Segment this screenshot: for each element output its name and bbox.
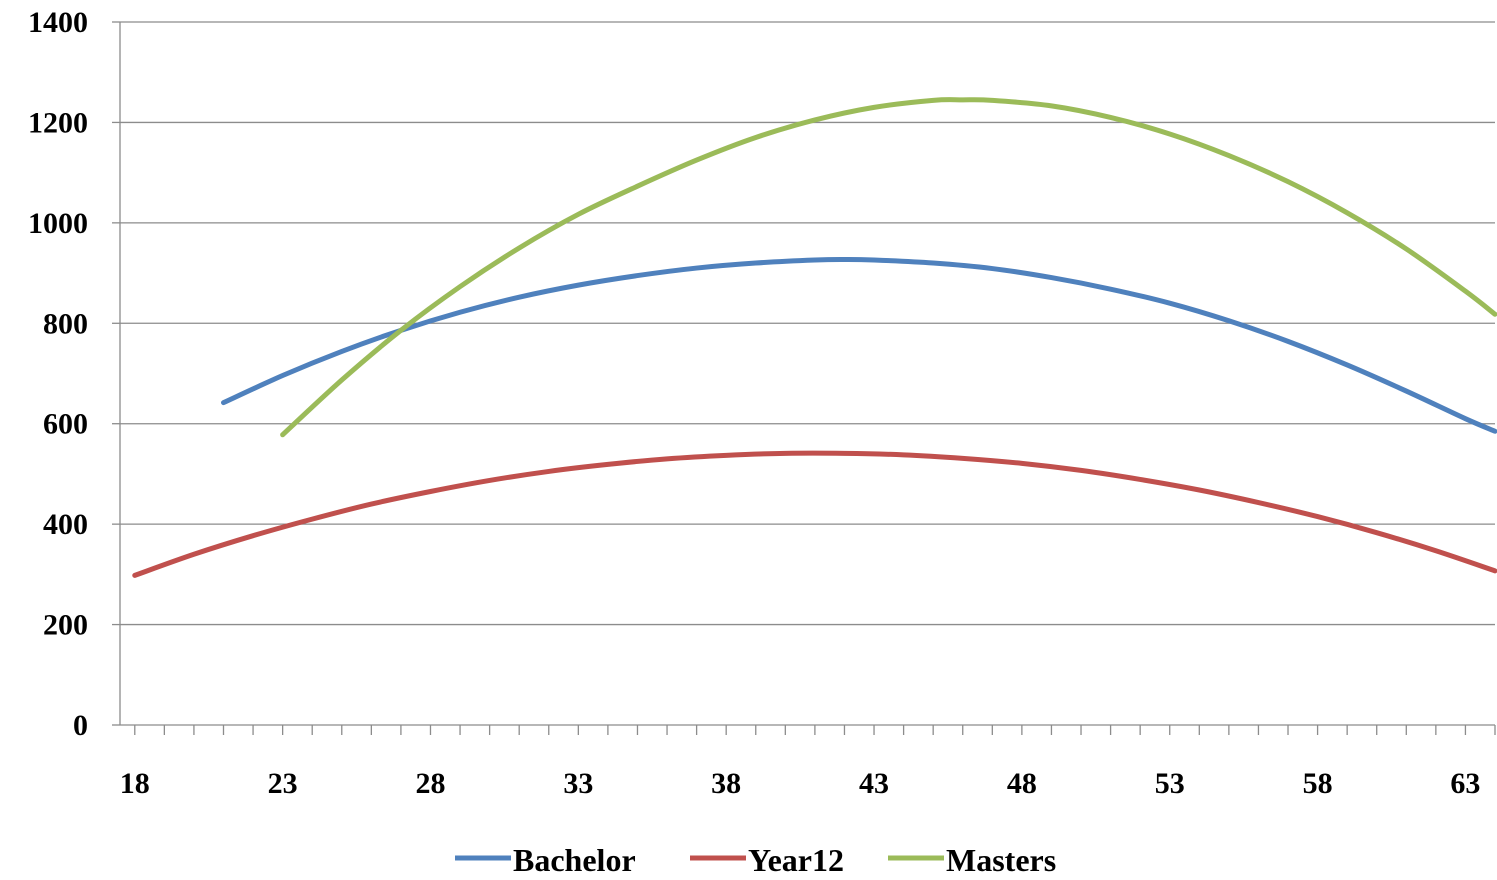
y-tick-labels: 0 200 400 600 800 1000 1200 1400 <box>28 6 88 742</box>
series-line-bachelor <box>220 257 1497 434</box>
series-line-masters <box>280 97 1497 438</box>
x-tick-label: 28 <box>415 767 445 800</box>
axes <box>112 21 1496 735</box>
y-tick-label: 1200 <box>28 106 88 139</box>
y-tick-label: 600 <box>43 408 88 441</box>
legend-label-year12: Year12 <box>748 842 844 878</box>
legend-label-masters: Masters <box>946 842 1056 878</box>
y-tick-label: 200 <box>43 609 88 642</box>
series-lines <box>132 97 1497 578</box>
legend: Bachelor Year12 Masters <box>455 842 1056 878</box>
x-tick-label: 48 <box>1007 767 1037 800</box>
y-tick-label: 0 <box>73 709 88 742</box>
x-tick-label: 18 <box>120 767 150 800</box>
y-tick-label: 400 <box>43 508 88 541</box>
series-line-year12 <box>132 450 1497 578</box>
legend-label-bachelor: Bachelor <box>513 842 636 878</box>
x-tick-label: 58 <box>1303 767 1333 800</box>
y-tick-label: 1000 <box>28 207 88 240</box>
x-tick-label: 53 <box>1155 767 1185 800</box>
x-tick-label: 23 <box>268 767 298 800</box>
x-tick-label: 63 <box>1450 767 1480 800</box>
gridlines <box>120 21 1495 626</box>
y-tick-label: 1400 <box>28 6 88 39</box>
x-tick-label: 38 <box>711 767 741 800</box>
x-tick-label: 43 <box>859 767 889 800</box>
y-tick-label: 800 <box>43 307 88 340</box>
x-tick-label: 33 <box>563 767 593 800</box>
x-tick-labels: 18 23 28 33 38 43 48 53 58 63 <box>120 767 1481 800</box>
